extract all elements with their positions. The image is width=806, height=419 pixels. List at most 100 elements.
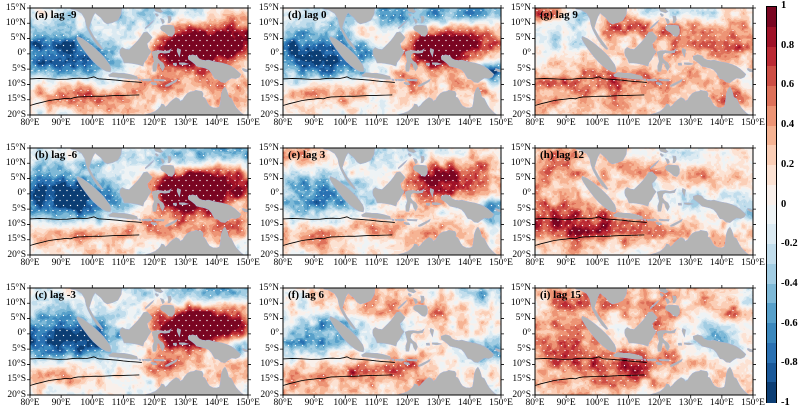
y-tick-label: 5°N — [515, 173, 531, 184]
y-tick-label: 10°N — [258, 17, 279, 28]
y-tick-label: 10°S — [7, 78, 26, 89]
panel-label-b: (b) lag -6 — [35, 149, 78, 161]
y-tick-label: 10°N — [5, 297, 26, 308]
colorbar-segment — [767, 283, 776, 304]
y-tick-label: 10°N — [258, 297, 279, 308]
panel-label-d: (d) lag 0 — [288, 9, 327, 21]
colorbar-segment — [767, 7, 776, 28]
y-tick-label: 20°S — [260, 249, 279, 260]
panel-d: (d) lag 0 80°E 90°E 100°E 110°E 120°E 130°E 140… — [259, 3, 513, 129]
x-tick-label: 100°E — [333, 258, 358, 268]
colorbar-tick-label: -0.2 — [781, 238, 798, 250]
x-tick-label: 110°E — [616, 398, 641, 408]
colorbar-tick-label: 0.8 — [781, 39, 795, 51]
x-tick-label: 80°E — [525, 118, 545, 128]
colorbar-segment — [767, 382, 776, 403]
map-canvas-b — [26, 144, 252, 259]
y-tick-label: 0° — [17, 328, 26, 339]
y-tick-label: 0° — [522, 188, 531, 199]
y-tick-label: 15°S — [260, 374, 279, 385]
colorbar-segment — [767, 184, 776, 206]
y-tick-label: 10°S — [7, 358, 26, 369]
map-canvas-i — [531, 284, 757, 399]
panel-c: (c) lag -3 80°E 90°E 100°E 110°E 120°E 130°E 14… — [6, 283, 260, 409]
x-tick-label: 130°E — [678, 118, 703, 128]
y-tick-label: 15°N — [5, 142, 26, 153]
colorbar-segment — [767, 224, 776, 245]
y-tick-label: 15°S — [7, 94, 26, 105]
x-tick-label: 110°E — [111, 258, 136, 268]
y-tick-label: 10°N — [510, 157, 531, 168]
y-tick-label: 5°N — [515, 313, 531, 324]
x-tick-label: 130°E — [173, 118, 198, 128]
y-tick-label: 5°N — [10, 33, 26, 44]
y-tick-label: 5°S — [265, 343, 279, 354]
y-tick-label: 15°N — [258, 142, 279, 153]
colorbar-segment — [767, 323, 776, 344]
y-tick-label: 15°N — [5, 2, 26, 13]
y-tick-label: 20°S — [260, 109, 279, 120]
colorbar-tick-label: 0 — [781, 198, 787, 210]
x-tick-label: 150°E — [236, 118, 260, 128]
y-tick-label: 5°S — [265, 203, 279, 214]
y-tick-label: 10°S — [260, 78, 279, 89]
x-tick-label: 130°E — [426, 398, 451, 408]
colorbar-segment — [767, 125, 776, 146]
colorbar-tick-label: -0.8 — [781, 357, 798, 369]
y-tick-label: 10°S — [512, 358, 531, 369]
colorbar-tick-label: 0.2 — [781, 158, 795, 170]
colorbar-segment — [767, 362, 776, 383]
panel-f: (f) lag 6 80°E 90°E 100°E 110°E 120°E 130°E 140… — [259, 283, 513, 409]
x-tick-label: 140°E — [204, 118, 229, 128]
map-canvas-g — [531, 4, 757, 119]
y-tick-label: 15°N — [5, 282, 26, 293]
x-tick-label: 140°E — [709, 258, 734, 268]
y-tick-label: 5°N — [10, 173, 26, 184]
x-tick-label: 110°E — [111, 118, 136, 128]
x-tick-label: 90°E — [556, 118, 576, 128]
y-tick-label: 10°S — [512, 218, 531, 229]
x-tick-label: 120°E — [142, 258, 167, 268]
panel-h: (h) lag 12 80°E 90°E 100°E 110°E 120°E 130°E 14… — [511, 143, 765, 269]
y-tick-label: 15°S — [512, 374, 531, 385]
x-tick-label: 150°E — [741, 398, 765, 408]
x-tick-label: 140°E — [457, 398, 482, 408]
x-tick-label: 140°E — [457, 118, 482, 128]
y-tick-label: 15°N — [510, 142, 531, 153]
x-tick-label: 90°E — [304, 118, 324, 128]
y-tick-label: 15°S — [512, 94, 531, 105]
colorbar-segment — [767, 105, 776, 127]
x-tick-label: 80°E — [525, 398, 545, 408]
y-tick-label: 10°S — [512, 78, 531, 89]
colorbar-tick-label: 0.6 — [781, 79, 795, 91]
y-tick-label: 0° — [270, 188, 279, 199]
y-tick-label: 5°N — [263, 313, 279, 324]
x-tick-label: 140°E — [204, 398, 229, 408]
y-tick-label: 10°S — [7, 218, 26, 229]
x-tick-label: 90°E — [304, 258, 324, 268]
y-tick-label: 5°N — [263, 33, 279, 44]
y-tick-label: 20°S — [512, 109, 531, 120]
x-tick-label: 130°E — [678, 258, 703, 268]
x-tick-label: 120°E — [142, 118, 167, 128]
colorbar-segment — [767, 204, 776, 225]
y-tick-label: 10°S — [260, 218, 279, 229]
y-tick-label: 5°N — [10, 313, 26, 324]
x-tick-label: 90°E — [51, 118, 71, 128]
panel-label-c: (c) lag -3 — [35, 289, 76, 301]
colorbar-segment — [767, 303, 776, 324]
y-tick-label: 0° — [522, 328, 531, 339]
x-tick-label: 110°E — [364, 118, 389, 128]
x-tick-label: 100°E — [80, 118, 105, 128]
x-tick-label: 100°E — [585, 258, 610, 268]
x-tick-label: 110°E — [616, 258, 641, 268]
map-canvas-h — [531, 144, 757, 259]
y-tick-label: 0° — [17, 48, 26, 59]
colorbar-segment — [767, 26, 776, 48]
y-tick-label: 5°S — [12, 203, 26, 214]
colorbar-tick-label: 0.4 — [781, 119, 795, 131]
x-tick-label: 120°E — [142, 398, 167, 408]
y-tick-label: 0° — [522, 48, 531, 59]
y-tick-label: 15°S — [260, 234, 279, 245]
x-tick-label: 100°E — [333, 118, 358, 128]
